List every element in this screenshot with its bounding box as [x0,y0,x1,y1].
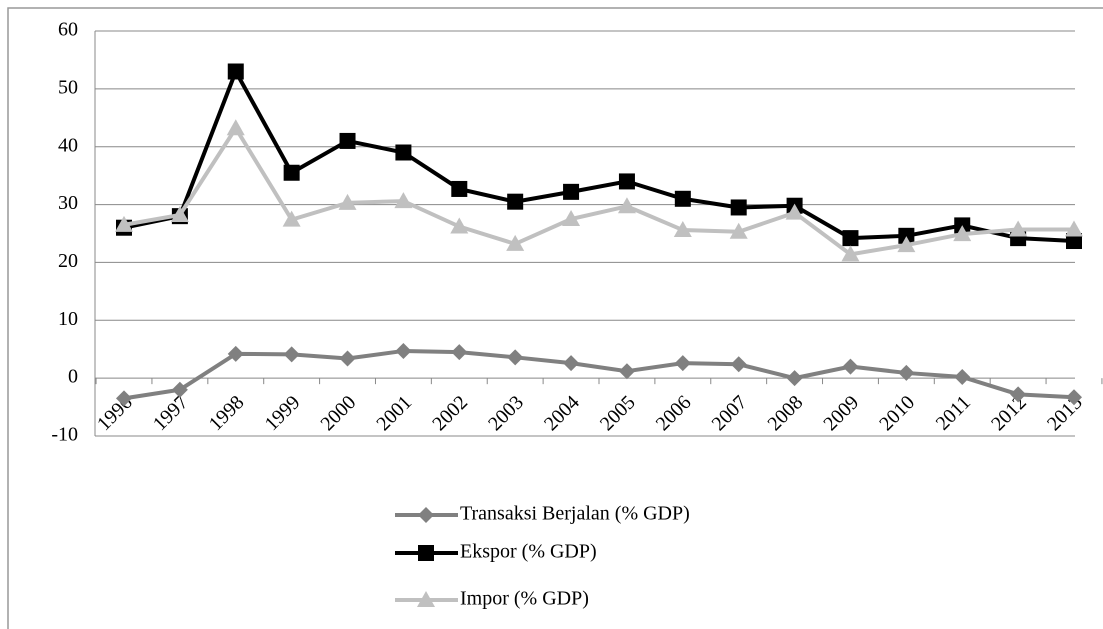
marker [507,349,524,366]
legend-label: Impor (% GDP) [460,588,589,610]
marker [338,193,357,210]
legend-item: Transaksi Berjalan (% GDP) [395,503,690,525]
x-tick-label: 2006 [652,391,696,435]
y-tick-label: 10 [58,308,78,330]
marker [115,215,133,232]
chart-border [7,7,1103,629]
marker [842,230,859,247]
marker [898,227,915,244]
marker [730,199,747,216]
marker [562,210,581,227]
marker [1066,389,1082,406]
series [115,119,1083,262]
series-line [123,348,1075,401]
marker [618,173,635,190]
x-tick-label: 1998 [205,391,249,435]
series-line [123,66,1075,244]
legend-label: Ekspor (% GDP) [460,541,597,563]
marker [282,210,301,227]
x-tick-label: 2007 [708,391,752,435]
marker [226,119,245,136]
marker [954,368,971,385]
marker [617,197,636,214]
x-tick-label: 2004 [540,391,584,435]
y-tick-label: 0 [68,366,78,388]
marker [395,342,412,359]
marker [283,164,300,181]
legend-item: Impor (% GDP) [395,588,589,610]
marker [418,507,434,523]
marker [1066,233,1082,250]
legend-label: Transaksi Berjalan (% GDP) [460,503,690,525]
y-tick-label: 60 [58,19,78,41]
marker [618,363,635,380]
marker [729,222,748,239]
marker [563,355,580,372]
x-tick-label: 2010 [875,391,919,435]
y-tick-label: 50 [58,76,78,98]
marker [563,183,580,200]
x-tick-label: 1997 [149,391,193,435]
x-tick-label: 2000 [316,391,360,435]
legend-item: Ekspor (% GDP) [395,541,597,563]
x-tick-label: 2012 [987,391,1031,435]
marker [339,350,356,367]
y-tick-label: 30 [58,192,78,214]
x-tick-label: 2005 [596,391,640,435]
x-tick-label: 1999 [261,391,305,435]
x-tick-label: 2009 [819,391,863,435]
marker [786,370,803,387]
marker [841,245,860,262]
x-tick-label: 2008 [764,391,808,435]
marker [450,217,469,234]
marker [897,236,916,253]
marker [953,225,972,242]
marker [842,358,859,375]
marker [673,221,692,238]
x-tick-label: 2001 [372,391,416,435]
marker [1009,220,1028,237]
marker [418,545,434,561]
x-tick-label: 2002 [428,391,472,435]
marker [170,205,189,222]
marker [227,63,244,80]
series [116,63,1082,250]
y-tick-label: 40 [58,134,78,156]
marker [227,345,244,362]
series [116,342,1082,407]
x-tick-label: 2011 [932,391,975,434]
y-tick-label: 20 [58,250,78,272]
marker [674,355,691,372]
marker [394,192,413,209]
marker [1065,220,1083,237]
marker [785,203,804,220]
series-line [123,124,1074,257]
marker [898,364,915,381]
marker [171,381,188,398]
marker [116,390,132,407]
marker [451,344,468,361]
x-tick-label: 2003 [484,391,528,435]
marker [339,132,356,149]
marker [451,180,468,197]
marker [395,144,412,161]
y-tick-label: -10 [51,424,78,446]
marker [674,190,691,207]
marker [730,356,747,373]
marker [506,234,525,251]
marker [1010,386,1027,403]
marker [417,591,435,607]
marker [507,193,524,210]
marker [283,346,300,363]
